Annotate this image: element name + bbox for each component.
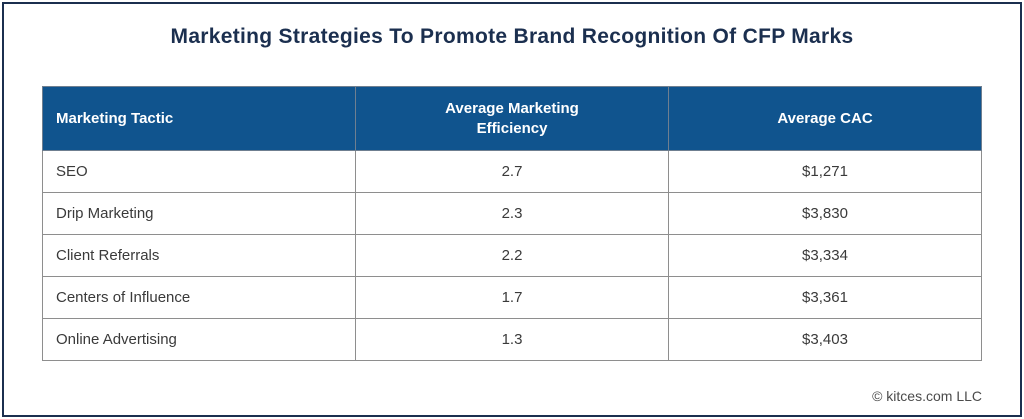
column-header-avg-marketing-efficiency: Average Marketing Efficiency bbox=[355, 86, 669, 151]
cell-cac: $1,271 bbox=[668, 150, 982, 193]
cell-efficiency: 2.3 bbox=[355, 192, 669, 235]
cell-tactic: Client Referrals bbox=[42, 234, 356, 277]
cell-efficiency: 2.2 bbox=[355, 234, 669, 277]
copyright-credit: © kitces.com LLC bbox=[872, 388, 982, 404]
cell-cac: $3,361 bbox=[668, 276, 982, 319]
cell-efficiency: 1.3 bbox=[355, 318, 669, 361]
cell-efficiency: 1.7 bbox=[355, 276, 669, 319]
column-header-avg-cac: Average CAC bbox=[668, 86, 982, 151]
table-row: Drip Marketing 2.3 $3,830 bbox=[42, 192, 982, 235]
cell-cac: $3,830 bbox=[668, 192, 982, 235]
column-header-marketing-tactic: Marketing Tactic bbox=[42, 86, 356, 151]
cell-tactic: Online Advertising bbox=[42, 318, 356, 361]
cell-cac: $3,334 bbox=[668, 234, 982, 277]
cell-efficiency: 2.7 bbox=[355, 150, 669, 193]
table-header: Marketing Tactic Average Marketing Effic… bbox=[42, 86, 982, 151]
table-row: Centers of Influence 1.7 $3,361 bbox=[42, 276, 982, 319]
marketing-strategies-table: Marketing Tactic Average Marketing Effic… bbox=[42, 86, 982, 361]
table-row: SEO 2.7 $1,271 bbox=[42, 150, 982, 193]
table-header-row: Marketing Tactic Average Marketing Effic… bbox=[42, 86, 982, 151]
table-row: Online Advertising 1.3 $3,403 bbox=[42, 318, 982, 361]
table-row: Client Referrals 2.2 $3,334 bbox=[42, 234, 982, 277]
cell-cac: $3,403 bbox=[668, 318, 982, 361]
table-body: SEO 2.7 $1,271 Drip Marketing 2.3 $3,830… bbox=[42, 150, 982, 361]
cell-tactic: Centers of Influence bbox=[42, 276, 356, 319]
page-title: Marketing Strategies To Promote Brand Re… bbox=[170, 25, 854, 48]
cell-tactic: SEO bbox=[42, 150, 356, 193]
cell-tactic: Drip Marketing bbox=[42, 192, 356, 235]
marketing-table-container: Marketing Tactic Average Marketing Effic… bbox=[42, 86, 982, 361]
